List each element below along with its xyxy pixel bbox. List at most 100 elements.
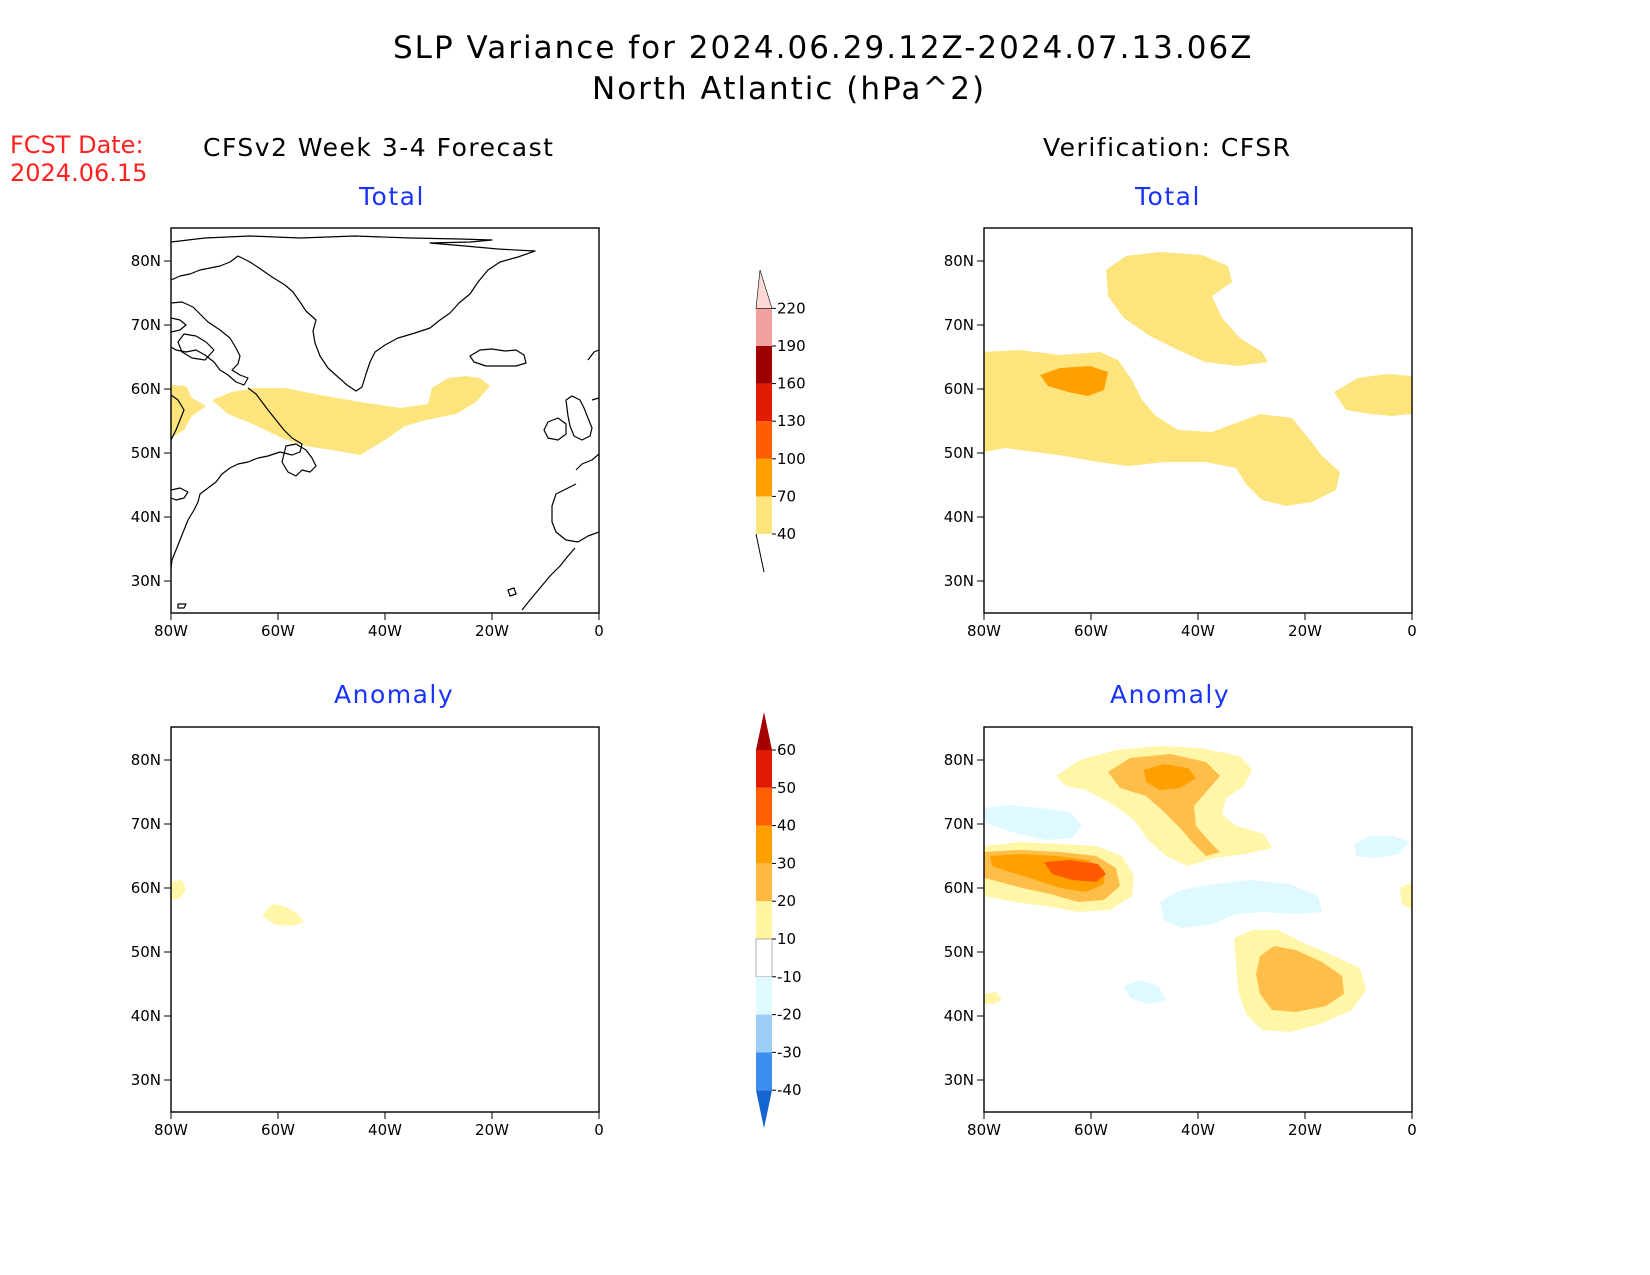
forecast-total-map — [163, 227, 600, 621]
forecast-total-title: Total — [359, 182, 425, 211]
vf-total-70-core — [1040, 366, 1108, 396]
fc-total-40-band — [212, 376, 490, 455]
forecast-anomaly-shading — [171, 880, 304, 926]
verification-column-title: Verification: CFSR — [1043, 133, 1292, 162]
anomaly-colorbar: 60 50 40 30 20 10 -10 -20 -30 -40 — [755, 712, 802, 1129]
forecast-anomaly-lat-tick-label: 70N — [131, 815, 161, 833]
anomaly-colorbar-box — [756, 1014, 772, 1053]
anomaly-colorbar-top-triangle — [756, 712, 772, 750]
total-colorbar-label: 190 — [777, 337, 806, 355]
anomaly-colorbar-label: -30 — [777, 1043, 802, 1061]
anomaly-colorbar-bottom-triangle — [756, 1090, 772, 1129]
fc-anom-10-nfld — [262, 904, 304, 926]
vf-anom-neg10-central — [1160, 880, 1322, 928]
verification-anomaly-shading — [984, 746, 1412, 1032]
vf-anom-neg10-south — [1124, 980, 1166, 1004]
total-colorbar-box — [756, 458, 772, 497]
verification-total-map — [976, 227, 1413, 621]
total-colorbar-label: 160 — [777, 375, 806, 393]
verification-anomaly-lon-tick-label: 20W — [1288, 1121, 1322, 1139]
anomaly-colorbar-box — [756, 901, 772, 939]
anomaly-colorbar-label: 60 — [777, 741, 796, 759]
total-colorbar-label: 40 — [777, 525, 796, 543]
vf-total-40-east — [1334, 374, 1412, 416]
total-colorbar-box — [756, 308, 772, 346]
verification-total-lat-tick-label: 40N — [944, 508, 974, 526]
verification-anomaly-lat-tick-label: 80N — [944, 751, 974, 769]
anomaly-colorbar-label: 10 — [777, 930, 796, 948]
forecast-total-lat-tick-label: 50N — [131, 444, 161, 462]
anomaly-colorbar-label: -20 — [777, 1006, 802, 1024]
anomaly-colorbar-box — [756, 1052, 772, 1091]
total-colorbar-box — [756, 496, 772, 534]
vf-total-40-main — [984, 350, 1340, 506]
vf-anom-neg10-baffin — [984, 805, 1082, 840]
forecast-total-shading — [171, 376, 490, 455]
anomaly-colorbar-box — [756, 825, 772, 864]
verification-total-lat-tick-label: 60N — [944, 380, 974, 398]
forecast-anomaly-map — [163, 726, 600, 1120]
verification-total-lat-tick-label: 30N — [944, 572, 974, 590]
verification-anomaly-lon-tick-label: 0 — [1407, 1121, 1417, 1139]
total-colorbar-label: 220 — [777, 299, 806, 317]
verification-anomaly-lat-tick-label: 30N — [944, 1071, 974, 1089]
forecast-anomaly-lat-tick-label: 50N — [131, 943, 161, 961]
verification-anomaly-map — [976, 726, 1413, 1120]
forecast-total-lat-tick-label: 30N — [131, 572, 161, 590]
total-colorbar-top-triangle — [755, 269, 773, 309]
forecast-anomaly-lon-tick-label: 60W — [261, 1121, 295, 1139]
anomaly-colorbar-box — [756, 976, 772, 1015]
verification-anomaly-lat-tick-label: 60N — [944, 879, 974, 897]
forecast-total-lon-tick-label: 80W — [154, 622, 188, 640]
main-title: SLP Variance for 2024.06.29.12Z-2024.07.… — [393, 30, 1254, 66]
forecast-column-title: CFSv2 Week 3-4 Forecast — [203, 133, 555, 162]
fcst-date-value: 2024.06.15 — [10, 159, 148, 187]
anomaly-colorbar-box — [756, 787, 772, 826]
verification-anomaly-lon-tick-label: 40W — [1181, 1121, 1215, 1139]
verification-anomaly-lat-tick-label: 40N — [944, 1007, 974, 1025]
verification-anomaly-lat-tick-label: 70N — [944, 815, 974, 833]
anomaly-colorbar-label: 20 — [777, 892, 796, 910]
anomaly-colorbar-label: 30 — [777, 854, 796, 872]
verification-total-lon-tick-label: 60W — [1074, 622, 1108, 640]
total-colorbar: 40 70 100 130 160 190 220 — [755, 269, 806, 573]
anomaly-colorbar-label: -40 — [777, 1081, 802, 1099]
total-colorbar-box — [756, 421, 772, 459]
forecast-total-lat-tick-label: 80N — [131, 252, 161, 270]
verification-total-title: Total — [1135, 182, 1201, 211]
verification-total-lon-tick-label: 80W — [967, 622, 1001, 640]
forecast-anomaly-lat-tick-label: 30N — [131, 1071, 161, 1089]
vf-total-40-arctic — [1106, 252, 1268, 366]
forecast-total-lat-tick-label: 40N — [131, 508, 161, 526]
anomaly-colorbar-box — [756, 863, 772, 902]
verification-anomaly-title: Anomaly — [1110, 680, 1231, 709]
verification-anomaly-lat-tick-label: 50N — [944, 943, 974, 961]
anomaly-colorbar-box — [755, 938, 773, 977]
verification-anomaly-lon-tick-label: 80W — [967, 1121, 1001, 1139]
verification-total-shading — [984, 252, 1412, 506]
verification-total-lon-tick-label: 0 — [1407, 622, 1417, 640]
vf-anom-10-west-small — [984, 992, 1002, 1004]
anomaly-colorbar-label: 40 — [777, 817, 796, 835]
vf-anom-10-east-small — [1400, 882, 1412, 910]
fc-anom-10-west — [171, 880, 186, 900]
total-colorbar-label: 100 — [777, 450, 806, 468]
verification-total-lon-tick-label: 40W — [1181, 622, 1215, 640]
forecast-anomaly-lon-tick-label: 40W — [368, 1121, 402, 1139]
forecast-anomaly-lon-tick-label: 20W — [475, 1121, 509, 1139]
forecast-anomaly-lat-tick-label: 60N — [131, 879, 161, 897]
forecast-anomaly-lat-tick-label: 40N — [131, 1007, 161, 1025]
forecast-anomaly-lon-tick-label: 80W — [154, 1121, 188, 1139]
total-colorbar-box — [756, 383, 772, 422]
total-colorbar-label: 70 — [777, 487, 796, 505]
verification-total-lat-tick-label: 80N — [944, 252, 974, 270]
anomaly-colorbar-label: -10 — [777, 968, 802, 986]
forecast-anomaly-title: Anomaly — [334, 680, 455, 709]
map-tick-labels: 80W 60W 40W 20W 0 80N 70N 60N 50N 40N 30N 80W 60W 40W… — [131, 252, 1417, 1139]
total-colorbar-bottom-triangle — [755, 533, 765, 573]
total-colorbar-label: 130 — [777, 412, 806, 430]
vf-anom-neg10-east — [1354, 836, 1410, 858]
vf-anom-30-arctic — [1144, 764, 1196, 790]
forecast-total-lon-tick-label: 40W — [368, 622, 402, 640]
